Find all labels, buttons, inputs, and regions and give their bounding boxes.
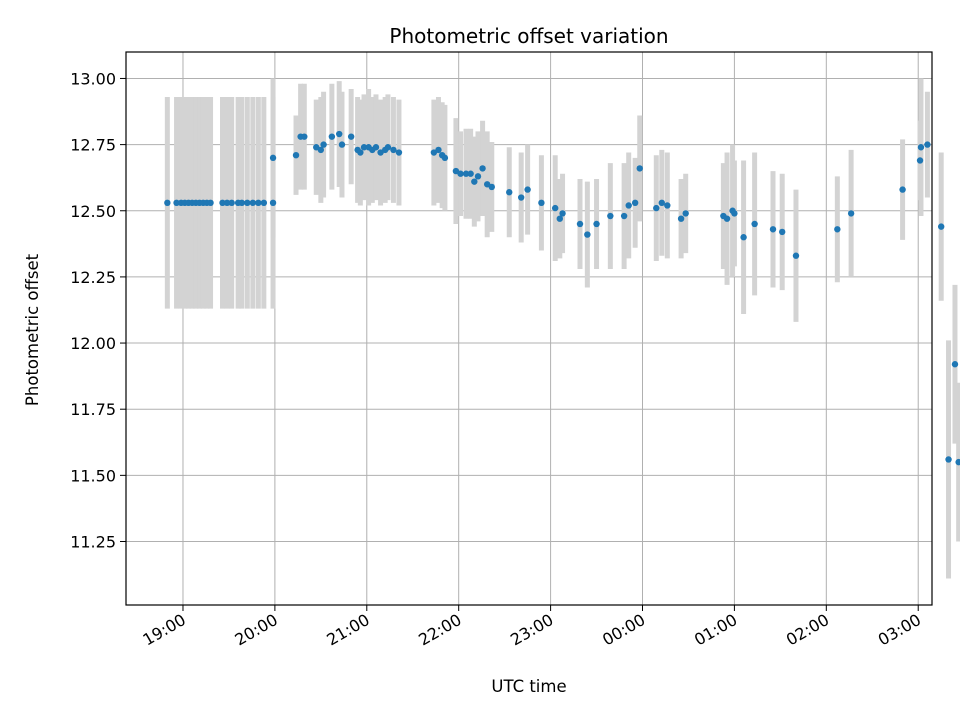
- data-point: [435, 146, 442, 154]
- data-point: [778, 228, 786, 236]
- data-point: [653, 204, 660, 212]
- y-tick-label: 13.00: [70, 69, 116, 88]
- data-point: [219, 199, 226, 207]
- data-point: [524, 186, 531, 193]
- data-point: [559, 210, 566, 217]
- data-point: [682, 210, 689, 217]
- data-point: [945, 456, 952, 463]
- data-point: [834, 226, 841, 233]
- data-point: [924, 141, 931, 148]
- y-tick-label: 12.25: [70, 268, 116, 287]
- data-point: [457, 170, 464, 177]
- data-point: [173, 199, 180, 207]
- data-point: [631, 199, 639, 207]
- data-point: [769, 226, 777, 233]
- data-point: [441, 154, 449, 162]
- data-point: [740, 234, 747, 241]
- data-point: [937, 223, 945, 230]
- data-point: [207, 199, 214, 207]
- data-point: [301, 133, 308, 140]
- data-point: [395, 149, 403, 156]
- data-point: [269, 199, 277, 207]
- data-point: [636, 165, 643, 172]
- data-point: [317, 146, 325, 154]
- data-point: [551, 204, 559, 212]
- y-tick-label: 11.25: [70, 532, 116, 551]
- data-point: [538, 199, 545, 207]
- y-tick-label: 11.75: [70, 400, 116, 419]
- data-point: [260, 199, 268, 207]
- data-point: [479, 165, 486, 172]
- data-point: [336, 130, 343, 138]
- data-point: [658, 199, 666, 207]
- data-point: [390, 146, 397, 154]
- y-axis-label: Photometric offset: [23, 253, 42, 406]
- data-point: [164, 199, 171, 207]
- data-point: [360, 144, 368, 151]
- data-point: [320, 141, 327, 148]
- data-point: [255, 199, 262, 207]
- data-point: [467, 170, 474, 177]
- data-point: [955, 458, 960, 466]
- data-point: [899, 186, 906, 193]
- data-point: [223, 199, 231, 207]
- data-point: [244, 199, 251, 207]
- data-point: [517, 194, 525, 201]
- data-point: [269, 154, 277, 162]
- x-axis-label: UTC time: [491, 677, 566, 696]
- data-point: [951, 361, 959, 368]
- data-point: [328, 133, 336, 140]
- data-point: [625, 202, 632, 209]
- data-point: [474, 173, 482, 180]
- data-point: [292, 151, 300, 159]
- data-point: [584, 231, 591, 238]
- data-point: [357, 149, 364, 156]
- data-point: [238, 199, 245, 207]
- chart-title: Photometric offset variation: [389, 24, 668, 48]
- data-point: [384, 144, 392, 151]
- data-point: [723, 215, 731, 222]
- data-point: [792, 252, 800, 259]
- y-tick-label: 12.00: [70, 334, 116, 353]
- data-point: [471, 178, 478, 185]
- data-point: [462, 170, 470, 177]
- data-point: [228, 199, 235, 207]
- data-point: [847, 210, 855, 217]
- data-point: [347, 133, 355, 140]
- data-point: [607, 212, 614, 220]
- data-point: [916, 157, 924, 164]
- data-point: [620, 212, 628, 220]
- data-point: [338, 141, 346, 148]
- data-point: [372, 144, 380, 151]
- data-point: [917, 144, 925, 151]
- data-point: [556, 215, 563, 222]
- data-point: [593, 220, 600, 228]
- data-point: [751, 220, 758, 228]
- y-tick-label: 12.75: [70, 136, 116, 155]
- data-point: [677, 215, 685, 222]
- data-point: [731, 210, 738, 217]
- data-points: [164, 130, 960, 466]
- data-point: [664, 202, 671, 209]
- data-point: [249, 199, 257, 207]
- data-point: [488, 183, 495, 191]
- data-point: [576, 220, 584, 228]
- plot-frame: [125, 51, 933, 606]
- y-tick-label: 12.50: [70, 202, 116, 221]
- data-point: [506, 189, 513, 196]
- y-tick-label: 11.50: [70, 466, 116, 485]
